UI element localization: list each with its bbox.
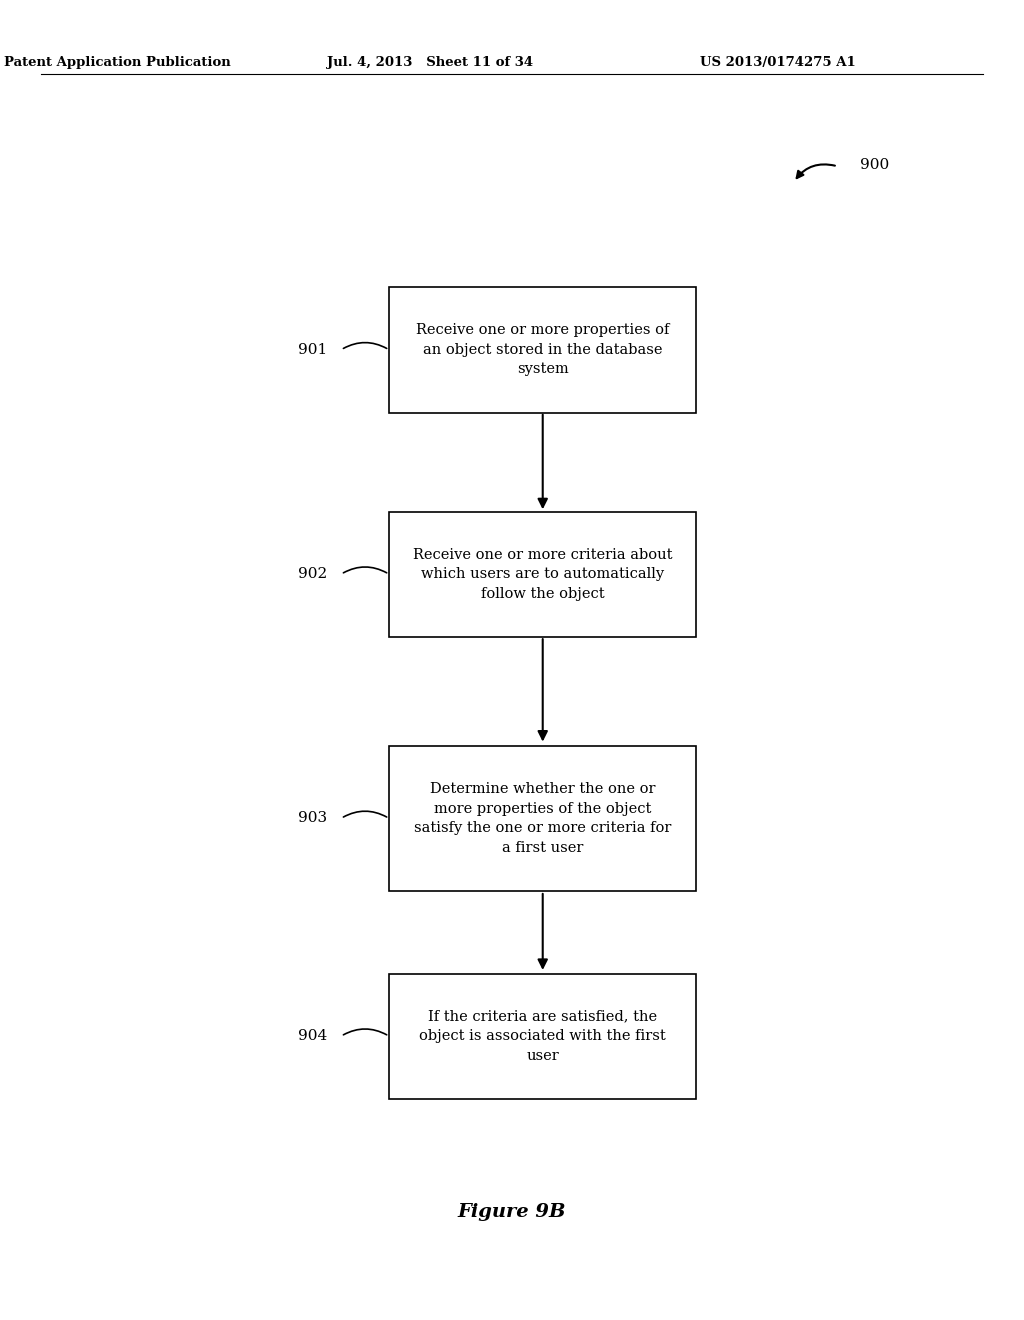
Text: Patent Application Publication: Patent Application Publication — [4, 55, 231, 69]
Bar — [389, 974, 696, 1098]
Text: Receive one or more properties of
an object stored in the database
system: Receive one or more properties of an obj… — [416, 323, 670, 376]
Text: 902: 902 — [298, 568, 327, 581]
Text: 900: 900 — [860, 158, 890, 172]
Text: 903: 903 — [298, 812, 327, 825]
Bar — [389, 746, 696, 891]
Text: US 2013/0174275 A1: US 2013/0174275 A1 — [700, 55, 856, 69]
Text: Determine whether the one or
more properties of the object
satisfy the one or mo: Determine whether the one or more proper… — [414, 783, 672, 854]
Bar — [389, 512, 696, 638]
Text: Jul. 4, 2013   Sheet 11 of 34: Jul. 4, 2013 Sheet 11 of 34 — [327, 55, 534, 69]
Text: If the criteria are satisfied, the
object is associated with the first
user: If the criteria are satisfied, the objec… — [420, 1010, 666, 1063]
Text: 901: 901 — [298, 343, 327, 356]
Text: Figure 9B: Figure 9B — [458, 1203, 566, 1221]
Bar — [389, 288, 696, 412]
Text: Receive one or more criteria about
which users are to automatically
follow the o: Receive one or more criteria about which… — [413, 548, 673, 601]
Text: 904: 904 — [298, 1030, 327, 1043]
